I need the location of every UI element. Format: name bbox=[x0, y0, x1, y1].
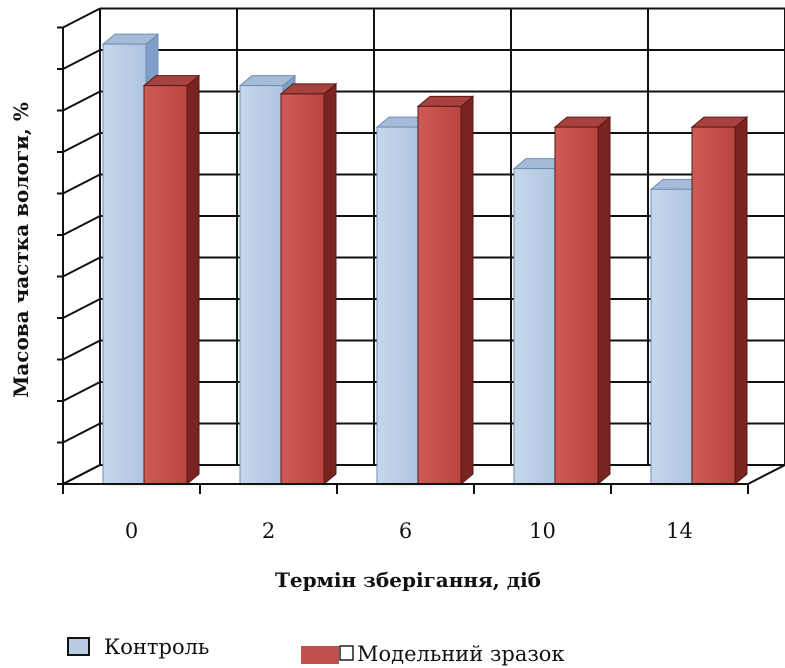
legend-item-control: Контроль bbox=[67, 635, 209, 659]
legend-label-control: Контроль bbox=[104, 635, 209, 659]
bar-side-face bbox=[597, 116, 611, 486]
bar-контроль-2 bbox=[238, 74, 297, 486]
bar-side-face bbox=[460, 95, 474, 486]
bar-контроль-14 bbox=[649, 178, 708, 486]
bar-front-face bbox=[513, 168, 558, 485]
legend-swatch-control bbox=[67, 637, 90, 656]
side-gridline bbox=[62, 173, 101, 195]
bar-front-face bbox=[650, 188, 695, 485]
side-gridline bbox=[62, 90, 101, 112]
bar-side-face bbox=[186, 74, 200, 486]
bar-front-face bbox=[417, 105, 462, 485]
bar-front-face bbox=[102, 43, 147, 485]
bar-front-face bbox=[280, 93, 325, 485]
bar-модельний-зразок-2 bbox=[279, 82, 338, 486]
legend-swatch-model-sample bbox=[301, 646, 339, 664]
x-tick-label: 6 bbox=[399, 519, 412, 543]
bar-контроль-6 bbox=[375, 116, 434, 486]
chart-bars bbox=[101, 33, 749, 486]
bar-front-face bbox=[554, 126, 599, 485]
floor-right-edge bbox=[747, 464, 785, 485]
bar-front-face bbox=[376, 126, 421, 485]
x-tick-label: 0 bbox=[125, 519, 138, 543]
legend-marker-model-sample bbox=[339, 645, 354, 661]
side-gridline bbox=[62, 339, 101, 361]
side-gridline bbox=[62, 215, 101, 236]
side-gridline bbox=[62, 381, 101, 402]
bar-side-face bbox=[734, 116, 748, 486]
x-tick-labels: 0 2 6 10 14 bbox=[125, 519, 693, 543]
bar-front-face bbox=[239, 85, 284, 485]
side-gridline bbox=[62, 256, 101, 278]
side-gridline bbox=[62, 132, 101, 153]
bar-side-face bbox=[323, 82, 337, 486]
side-gridline bbox=[62, 7, 101, 29]
bar-front-face bbox=[691, 126, 736, 485]
legend: Контроль Модельний зразок bbox=[67, 635, 565, 666]
x-tick-label: 2 bbox=[262, 519, 275, 543]
bar-контроль-0 bbox=[101, 33, 160, 486]
bar-модельний-зразок-10 bbox=[553, 116, 612, 486]
legend-label-model-sample: Модельний зразок bbox=[357, 642, 565, 666]
side-gridline bbox=[62, 298, 101, 319]
floor-left-edge bbox=[62, 464, 101, 485]
chart-axes bbox=[62, 8, 785, 494]
legend-item-model-sample: Модельний зразок bbox=[301, 642, 565, 666]
x-axis-title: Термін зберігання, діб bbox=[275, 568, 541, 592]
y-axis-title: Масова частка вологи, % bbox=[9, 102, 33, 398]
x-tick-label: 14 bbox=[666, 519, 693, 543]
x-tick-label: 10 bbox=[529, 519, 556, 543]
side-gridline bbox=[62, 49, 101, 70]
bar-front-face bbox=[143, 85, 188, 485]
side-gridline bbox=[62, 422, 101, 444]
bar-модельний-зразок-6 bbox=[416, 95, 475, 486]
bar-модельний-зразок-0 bbox=[142, 74, 201, 486]
bar-модельний-зразок-14 bbox=[690, 116, 749, 486]
